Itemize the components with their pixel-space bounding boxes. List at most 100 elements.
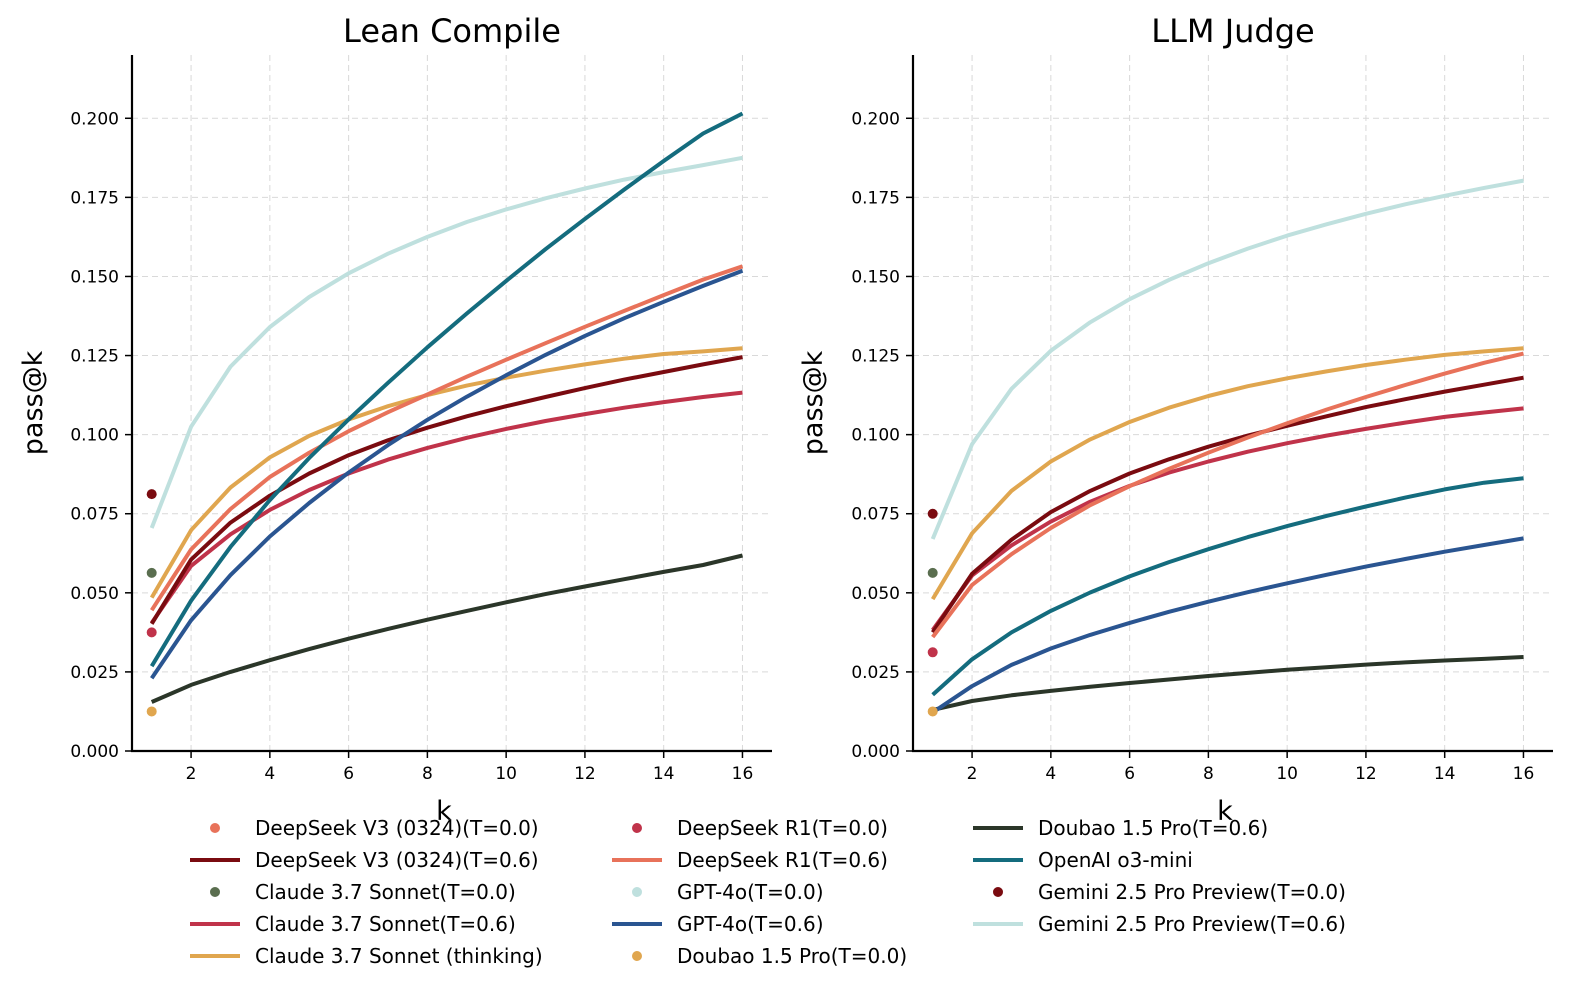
llm-judge-series-openai-o3-mini [931, 476, 1524, 697]
llm-judge-panel: 2 4 6 8 10 12 14 16 0.000 0.025 0.050 0.075 0.100 0.1… [798, 12, 1553, 827]
y-tick-label: 0.025 [851, 663, 900, 683]
legend-entry-gpt-4o-t-0-0: GPT-4o(T=0.0) [632, 880, 824, 904]
llm-judge-series-deepseek-r1-t-0-6 [931, 351, 1524, 639]
legend-label: GPT-4o(T=0.0) [677, 880, 824, 904]
legend-label: Gemini 2.5 Pro Preview(T=0.0) [1038, 880, 1346, 904]
lean-compile-point-claude-3-7-sonnet-t-0-0 [146, 567, 157, 578]
x-tick-label: 16 [1513, 764, 1535, 784]
y-tick-label: 0.200 [851, 109, 900, 129]
legend-label: DeepSeek R1(T=0.0) [677, 816, 888, 840]
y-tick-label: 0.075 [70, 505, 119, 525]
legend-swatch-dot [632, 823, 642, 833]
x-tick-label: 12 [1355, 764, 1377, 784]
lean-compile-y-axis-label: pass@k [18, 350, 49, 455]
y-tick-label: 0.100 [851, 426, 900, 446]
llm-judge-series-gemini-2-5-pro-preview-t-0-6 [930, 178, 1524, 540]
legend-swatch-dot [632, 951, 642, 961]
legend-label: DeepSeek R1(T=0.6) [677, 848, 888, 872]
x-tick-label: 6 [1124, 764, 1135, 784]
legend-entry-gemini-2-5-pro-preview-t-0-0: Gemini 2.5 Pro Preview(T=0.0) [993, 880, 1346, 904]
legend-entry-deepseek-r1-t-0-6: DeepSeek R1(T=0.6) [612, 848, 888, 872]
y-tick-label: 0.175 [851, 188, 900, 208]
legend-label: Claude 3.7 Sonnet (thinking) [255, 944, 543, 968]
y-tick-label: 0.150 [851, 267, 900, 287]
legend-label: Doubao 1.5 Pro(T=0.6) [1038, 816, 1268, 840]
llm-judge-series-doubao-1-5-pro-t-0-6 [932, 655, 1524, 712]
llm-judge-x-axis-label: k [1217, 796, 1233, 827]
llm-judge-y-axis-label: pass@k [798, 350, 829, 455]
x-tick-label: 12 [574, 764, 596, 784]
legend-entry-claude-3-7-sonnet-thinking: Claude 3.7 Sonnet (thinking) [190, 944, 543, 968]
lean-compile-series-openai-o3-mini [149, 111, 744, 668]
x-tick-label: 2 [186, 764, 197, 784]
x-tick-label: 10 [1276, 764, 1298, 784]
y-tick-label: 0.125 [851, 347, 900, 367]
y-tick-label: 0.125 [70, 347, 119, 367]
legend-label: Claude 3.7 Sonnet(T=0.0) [255, 880, 516, 904]
y-tick-label: 0.200 [70, 109, 119, 129]
x-tick-label: 14 [1434, 764, 1456, 784]
x-tick-label: 16 [732, 764, 754, 784]
llm-judge-series-claude-3-7-sonnet-t-0-6 [931, 406, 1524, 632]
legend-label: Claude 3.7 Sonnet(T=0.6) [255, 912, 516, 936]
legend-entry-deepseek-v3-0324-t-0-0: DeepSeek V3 (0324)(T=0.0) [210, 816, 539, 840]
legend-entry-gemini-2-5-pro-preview-t-0-6: Gemini 2.5 Pro Preview(T=0.6) [973, 912, 1346, 936]
legend: DeepSeek V3 (0324)(T=0.0) DeepSeek V3 (03… [190, 816, 1346, 968]
lean-compile-point-doubao-1-5-pro-t-0-0 [146, 706, 157, 717]
y-tick-label: 0.025 [70, 663, 119, 683]
lean-compile-point-gemini-2-5-pro-preview-t-0-0 [146, 489, 157, 500]
x-tick-label: 10 [495, 764, 517, 784]
x-tick-label: 14 [653, 764, 675, 784]
legend-entry-openai-o3-mini: OpenAI o3-mini [973, 848, 1193, 872]
lean-compile-series-deepseek-r1-t-0-6 [150, 264, 744, 612]
legend-label: GPT-4o(T=0.6) [677, 912, 824, 936]
legend-entry-deepseek-v3-0324-t-0-6: DeepSeek V3 (0324)(T=0.6) [190, 848, 539, 872]
lean-compile-series-gpt-4o-t-0-6 [150, 268, 744, 680]
llm-judge-point-doubao-1-5-pro-t-0-0 [927, 706, 938, 717]
legend-entry-claude-3-7-sonnet-t-0-6: Claude 3.7 Sonnet(T=0.6) [190, 912, 516, 936]
lean-compile-chart-title: Lean Compile [343, 12, 561, 50]
legend-entry-doubao-1-5-pro-t-0-0: Doubao 1.5 Pro(T=0.0) [632, 944, 907, 968]
llm-judge-series-claude-3-7-sonnet-thinking [930, 346, 1524, 601]
x-tick-label: 8 [422, 764, 433, 784]
y-tick-label: 0.175 [70, 188, 119, 208]
legend-entry-claude-3-7-sonnet-t-0-0: Claude 3.7 Sonnet(T=0.0) [210, 880, 516, 904]
y-tick-label: 0.050 [70, 584, 119, 604]
legend-entry-deepseek-r1-t-0-0: DeepSeek R1(T=0.0) [632, 816, 888, 840]
y-tick-label: 0.000 [851, 742, 900, 762]
legend-entry-doubao-1-5-pro-t-0-6: Doubao 1.5 Pro(T=0.6) [973, 816, 1268, 840]
legend-swatch-dot [993, 887, 1003, 897]
lean-compile-series-deepseek-v3-0324-t-0-6 [149, 355, 743, 625]
lean-compile-x-axis-label: k [436, 796, 452, 827]
x-tick-label: 4 [1045, 764, 1056, 784]
lean-compile-series-claude-3-7-sonnet-t-0-6 [150, 390, 743, 625]
llm-judge-point-deepseek-r1-t-0-0 [927, 647, 938, 658]
llm-judge-point-claude-3-7-sonnet-t-0-0 [927, 567, 938, 578]
legend-label: DeepSeek V3 (0324)(T=0.0) [255, 816, 539, 840]
y-tick-label: 0.150 [70, 267, 119, 287]
lean-compile-panel: 2 4 6 8 10 12 14 16 0.000 0.025 0.050 0.075 0.100 0.1… [18, 12, 772, 827]
legend-label: Gemini 2.5 Pro Preview(T=0.6) [1038, 912, 1346, 936]
x-tick-label: 2 [967, 764, 978, 784]
x-tick-label: 8 [1203, 764, 1214, 784]
y-tick-label: 0.075 [851, 505, 900, 525]
y-tick-label: 0.050 [851, 584, 900, 604]
lean-compile-point-deepseek-r1-t-0-0 [146, 627, 157, 638]
lean-compile-series-doubao-1-5-pro-t-0-6 [150, 553, 743, 704]
legend-label: DeepSeek V3 (0324)(T=0.6) [255, 848, 539, 872]
x-tick-label: 6 [343, 764, 354, 784]
llm-judge-series-gpt-4o-t-0-6 [931, 536, 1524, 715]
legend-label: OpenAI o3-mini [1038, 848, 1193, 872]
llm-judge-series-deepseek-v3-0324-t-0-6 [931, 375, 1524, 634]
llm-judge-chart-title: LLM Judge [1151, 12, 1314, 50]
lean-compile-series-gemini-2-5-pro-preview-t-0-6 [149, 155, 743, 529]
lean-compile-series-claude-3-7-sonnet-thinking [149, 346, 743, 599]
legend-swatch-dot [210, 823, 220, 833]
y-tick-label: 0.100 [70, 426, 119, 446]
legend-entry-gpt-4o-t-0-6: GPT-4o(T=0.6) [612, 912, 824, 936]
y-tick-label: 0.000 [70, 742, 119, 762]
legend-swatch-dot [632, 887, 642, 897]
llm-judge-point-gemini-2-5-pro-preview-t-0-0 [927, 508, 938, 519]
x-tick-label: 4 [264, 764, 275, 784]
